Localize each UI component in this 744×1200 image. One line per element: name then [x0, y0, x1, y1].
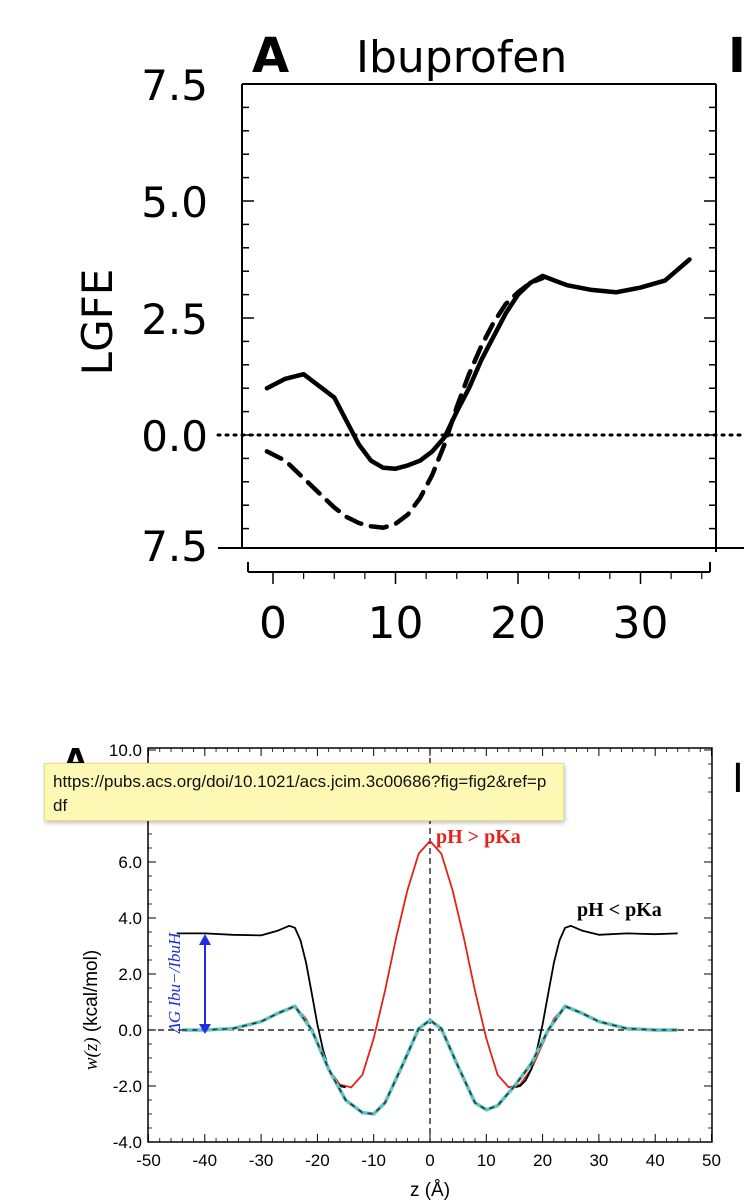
bottom-x-tick-label: -50	[136, 1151, 161, 1170]
top-chart-title: Ibuprofen	[356, 32, 567, 83]
bottom-x-tick-label: 0	[425, 1151, 434, 1170]
top-x-ticks: 0 10 20 30	[259, 572, 703, 649]
bottom-neighbor-letter: I	[732, 756, 744, 802]
delta-g-arrow-head-up	[199, 934, 211, 945]
bottom-x-axis-label: z (Å)	[410, 1180, 450, 1200]
bottom-series-ph-low-right-line	[514, 924, 678, 1089]
top-series-line-2	[264, 275, 545, 530]
top-chart-panel: A Ibuprofen I LGFE 7.5 0.0 2.5 5.0 7.5 0 10 20…	[73, 28, 744, 649]
bottom-series-dashed-overlay-line	[182, 1005, 678, 1115]
top-neighbor-letter: I	[728, 28, 744, 84]
bottom-x-tick-label: 40	[646, 1151, 665, 1170]
top-y-tick-label: 7.5	[141, 61, 208, 110]
bottom-y-tick-label: 10.0	[109, 741, 142, 760]
bottom-y-tick-label: 6.0	[118, 853, 142, 872]
bottom-x-tick-label: -40	[193, 1151, 218, 1170]
bottom-chart-panel: A I w(z) (kcal/mol) z (Å) -50 -40 -30 -20 -1…	[64, 741, 744, 1200]
bottom-y-tick-label: 0.0	[118, 1021, 142, 1040]
bottom-y-axis-label: w(z) (kcal/mol)	[81, 950, 102, 1070]
top-x-tick-label: 0	[259, 598, 287, 649]
top-y-tick-label: 5.0	[141, 178, 208, 227]
top-panel-letter: A	[252, 28, 289, 84]
bottom-x-tick-label: -10	[361, 1151, 386, 1170]
top-x-tick-label: 20	[490, 598, 546, 649]
delta-g-arrow-head-down	[199, 1024, 211, 1034]
bottom-x-tick-label: 10	[477, 1151, 496, 1170]
top-y-tick-label: 0.0	[141, 412, 208, 461]
bottom-y-label-var: w(z)	[81, 1037, 102, 1070]
bottom-y-tick-label: -4.0	[113, 1133, 142, 1152]
bottom-series-ph-low-left-line	[176, 924, 346, 1089]
bottom-y-tick-label: 4.0	[118, 909, 142, 928]
label-ph-low: pH < pKa	[577, 899, 662, 921]
top-series-group	[216, 257, 744, 530]
bottom-x-tick-label: -30	[249, 1151, 274, 1170]
delta-g-annotation: ΔG Ibu−/IbuH	[165, 931, 211, 1034]
bottom-x-tick-label: 30	[589, 1151, 608, 1170]
url-tooltip: https://pubs.acs.org/doi/10.1021/acs.jci…	[44, 763, 564, 821]
top-y-ticks: 7.5 0.0 2.5 5.0 7.5	[141, 61, 716, 571]
bottom-x-tick-label: -20	[305, 1151, 330, 1170]
top-x-tick-label: 10	[368, 598, 424, 649]
top-y-tick-label: 7.5	[141, 522, 208, 571]
bottom-y-tick-label: 2.0	[118, 965, 142, 984]
top-y-tick-label: 2.5	[141, 295, 208, 344]
delta-g-label: ΔG Ibu−/IbuH	[165, 931, 184, 1034]
bottom-y-label-unit: (kcal/mol)	[81, 950, 102, 1038]
label-ph-high: pH > pKa	[436, 826, 521, 848]
top-series-line-1	[264, 257, 692, 471]
bottom-x-tick-label: 50	[702, 1151, 721, 1170]
top-y-axis-label: LGFE	[73, 269, 122, 376]
top-x-tick-label: 30	[613, 598, 669, 649]
bottom-y-tick-label: -2.0	[113, 1077, 142, 1096]
bottom-x-tick-label: 20	[533, 1151, 552, 1170]
